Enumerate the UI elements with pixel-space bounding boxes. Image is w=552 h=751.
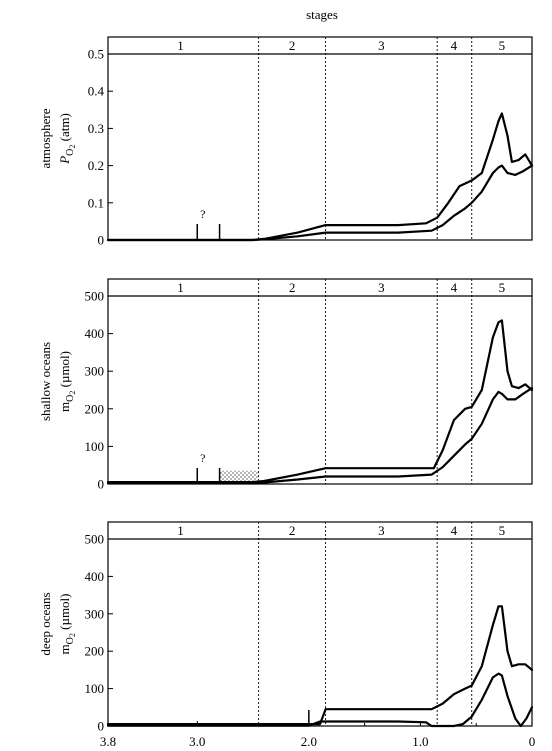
- y-label-line-2: mO2 (µmol): [57, 594, 77, 655]
- y-tick-label: 500: [85, 289, 105, 304]
- question-mark: ?: [200, 451, 205, 465]
- y-tick-label: 300: [85, 364, 105, 379]
- y-tick-label: 400: [85, 326, 105, 341]
- y-label-line-2: mO2 (µmol): [57, 351, 77, 412]
- y-tick-label: 0.2: [88, 158, 104, 173]
- y-tick-label: 200: [85, 644, 105, 659]
- panel-frame: [107, 521, 533, 727]
- x-tick-label: 0: [529, 734, 536, 749]
- panel-1: 1 2 3 4 5 0 0.1 0.2 0.3 0.4 0.5? atmosphere PO2 (atm…: [38, 36, 534, 248]
- stage-label-2: 2: [289, 280, 296, 295]
- y-tick-label: 0.5: [88, 47, 104, 62]
- stage-label-1: 1: [177, 280, 184, 295]
- y-tick-label: 300: [85, 606, 105, 621]
- y-label-line-2: PO2 (atm): [57, 113, 77, 165]
- series-line-1: [106, 319, 534, 484]
- stage-label-4: 4: [451, 280, 458, 295]
- x-axis: 3.8 3.0 2.0 1.0 0: [100, 721, 535, 749]
- y-label-line-1: atmosphere: [38, 108, 53, 168]
- series-line-1: [106, 605, 534, 726]
- y-tick-label: 0.1: [88, 195, 104, 210]
- y-axis-label: deep oceans mO2 (µmol): [38, 592, 77, 655]
- x-tick-label: 2.0: [301, 734, 317, 749]
- x-tick-label: 3.8: [100, 734, 116, 749]
- y-tick-label: 0: [98, 477, 105, 492]
- stage-label-3: 3: [378, 523, 385, 538]
- stage-label-2: 2: [289, 523, 296, 538]
- question-mark: ?: [200, 207, 205, 221]
- stage-label-5: 5: [499, 523, 506, 538]
- panel-frame: [107, 278, 533, 485]
- stage-label-2: 2: [289, 38, 296, 53]
- stage-label-1: 1: [177, 38, 184, 53]
- y-label-line-1: shallow oceans: [38, 342, 53, 421]
- series-line-2: [106, 387, 534, 485]
- y-tick-label: 400: [85, 569, 105, 584]
- panels-group: 1 2 3 4 5 0 0.1 0.2 0.3 0.4 0.5? atmosphere PO2 (atm…: [38, 36, 534, 734]
- x-tick-label: 3.0: [189, 734, 205, 749]
- y-tick-label: 0.4: [88, 84, 105, 99]
- y-tick-label: 100: [85, 439, 105, 454]
- stage-label-4: 4: [451, 38, 458, 53]
- stage-label-1: 1: [177, 523, 184, 538]
- stage-label-3: 3: [378, 280, 385, 295]
- y-tick-label: 0: [98, 233, 105, 248]
- stage-label-5: 5: [499, 38, 506, 53]
- stage-label-4: 4: [451, 523, 458, 538]
- y-tick-label: 200: [85, 401, 105, 416]
- series-line-2: [106, 164, 534, 242]
- y-tick-label: 0.3: [88, 121, 104, 136]
- series-line-2: [106, 672, 534, 728]
- y-tick-label: 100: [85, 681, 105, 696]
- y-axis-label: shallow oceans mO2 (µmol): [38, 342, 77, 421]
- stage-label-3: 3: [378, 38, 385, 53]
- stippled-region: [219, 470, 259, 484]
- y-tick-label: 0: [98, 719, 105, 734]
- x-tick-label: 1.0: [412, 734, 428, 749]
- panel-2: 1 2 3 4 5 0 100 200 300 400 500? shallow oceans mO2 …: [38, 278, 534, 492]
- y-label-line-1: deep oceans: [38, 592, 53, 655]
- figure-top-label: stages: [306, 7, 338, 22]
- panel-frame: [107, 36, 533, 241]
- y-axis-label: atmosphere PO2 (atm): [38, 108, 77, 168]
- series-line-1: [106, 112, 534, 242]
- panel-3: 1 2 3 4 5 0 100 200 300 400 500 deep oceans mO2 (µmo…: [38, 521, 534, 734]
- y-tick-label: 500: [85, 532, 105, 547]
- stage-label-5: 5: [499, 280, 506, 295]
